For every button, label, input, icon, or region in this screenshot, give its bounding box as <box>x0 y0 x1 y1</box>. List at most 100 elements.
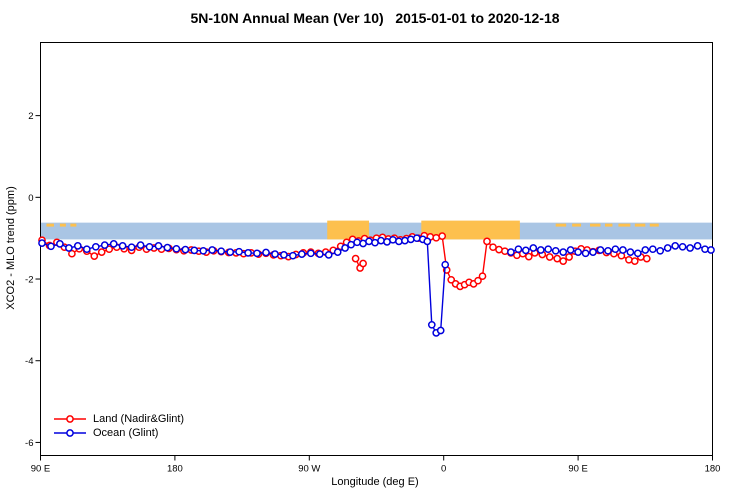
data-point <box>190 246 199 255</box>
data-point <box>353 238 361 247</box>
data-point <box>478 272 487 281</box>
data-point <box>596 246 605 254</box>
data-point <box>619 246 627 254</box>
data-point <box>514 245 523 254</box>
data-point <box>341 244 349 252</box>
data-point <box>693 242 702 250</box>
data-point <box>172 244 181 253</box>
data-point <box>436 326 445 335</box>
y-tick-label: 0 <box>28 193 33 204</box>
data-point <box>686 244 694 252</box>
data-point <box>401 236 409 245</box>
land-dash <box>649 223 659 227</box>
data-point <box>377 236 385 245</box>
data-point <box>105 245 114 254</box>
data-point <box>244 249 252 257</box>
legend-key-icon <box>54 415 86 423</box>
data-point <box>100 241 109 249</box>
y-tick-label: -4 <box>25 356 33 367</box>
data-point <box>432 233 441 242</box>
data-point <box>701 245 709 254</box>
data-point <box>333 248 342 256</box>
data-point <box>315 250 324 258</box>
data-point <box>633 249 642 258</box>
data-point <box>589 248 597 256</box>
data-point <box>82 245 91 254</box>
data-point <box>406 235 415 244</box>
data-point <box>663 244 672 252</box>
data-point <box>127 243 136 252</box>
y-axis-title: XCO2 - MLO trend (ppm) <box>5 186 17 310</box>
data-point <box>68 249 76 258</box>
data-point <box>626 248 635 256</box>
data-point <box>136 241 145 249</box>
data-point <box>559 257 568 265</box>
data-point <box>262 248 270 257</box>
land-dash <box>555 223 567 227</box>
ocean-strip <box>40 222 713 240</box>
x-tick-label: 180 <box>167 464 183 475</box>
land-dash <box>604 223 613 227</box>
data-point <box>574 248 582 256</box>
legend-label: Land (Nadir&Glint) <box>93 413 185 425</box>
data-point <box>56 240 64 248</box>
x-tick-label: 90 W <box>298 464 320 475</box>
data-point <box>389 235 397 244</box>
data-point <box>551 246 560 255</box>
data-point <box>642 254 651 263</box>
data-point <box>441 260 450 269</box>
data-point <box>359 259 367 268</box>
land-dash <box>572 223 582 227</box>
data-point <box>109 240 118 248</box>
data-point <box>145 242 154 251</box>
data-point <box>365 237 373 246</box>
data-point <box>656 246 665 255</box>
legend-key-icon <box>54 429 86 437</box>
data-point <box>97 248 106 256</box>
data-point <box>483 237 491 246</box>
data-point <box>648 245 657 254</box>
data-point <box>501 247 509 256</box>
data-point <box>297 250 306 258</box>
y-tick-label: -2 <box>25 275 33 286</box>
data-point <box>306 249 315 258</box>
data-point <box>289 251 297 260</box>
x-axis-title: Longitude (deg E) <box>331 476 419 488</box>
data-point <box>565 253 573 261</box>
data-point <box>604 246 612 255</box>
data-point <box>208 246 217 254</box>
data-point <box>118 242 127 250</box>
data-point <box>351 254 360 263</box>
legend-item: Ocean (Glint) <box>52 426 184 440</box>
data-point <box>521 246 530 255</box>
data-point <box>280 251 288 259</box>
data-point <box>412 234 421 243</box>
data-point <box>73 242 82 250</box>
data-point <box>47 242 55 251</box>
data-point <box>90 252 99 260</box>
data-point <box>559 248 568 256</box>
data-point <box>217 247 226 256</box>
data-point <box>199 246 208 255</box>
data-point <box>611 245 620 254</box>
land-dash <box>634 223 646 227</box>
data-point <box>154 242 163 250</box>
x-tick-label: 90 E <box>568 464 588 475</box>
data-point <box>678 242 687 251</box>
legend-label: Ocean (Glint) <box>93 427 159 439</box>
data-point <box>507 248 515 256</box>
data-point <box>566 246 575 254</box>
land-dash <box>618 223 631 227</box>
data-point <box>395 237 403 246</box>
data-point <box>707 246 715 254</box>
data-point <box>641 246 650 254</box>
y-tick-label: 2 <box>28 111 33 122</box>
data-point <box>581 249 590 258</box>
data-point <box>438 232 447 240</box>
land-dash <box>70 223 77 227</box>
y-tick-label: -6 <box>25 438 33 449</box>
data-point <box>253 249 261 258</box>
data-point <box>536 246 545 254</box>
